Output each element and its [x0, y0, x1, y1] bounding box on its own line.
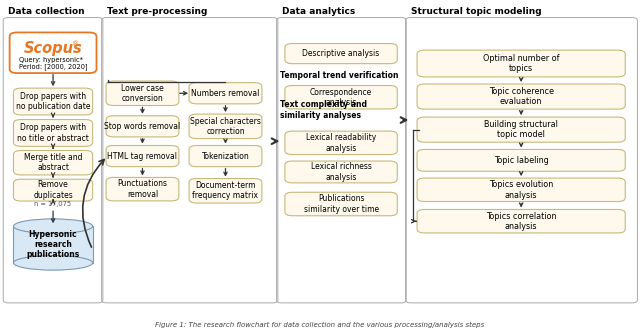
Text: Query: hypersonic*
Period: [2000, 2020]: Query: hypersonic* Period: [2000, 2020]	[19, 56, 88, 70]
FancyBboxPatch shape	[285, 86, 397, 109]
Bar	[13, 226, 93, 263]
FancyBboxPatch shape	[285, 161, 397, 183]
Text: Temporal trend verification: Temporal trend verification	[280, 71, 398, 80]
Text: Topics correlation
analysis: Topics correlation analysis	[486, 211, 556, 231]
Text: Lexical readability
analysis: Lexical readability analysis	[306, 133, 376, 153]
FancyBboxPatch shape	[189, 83, 262, 104]
FancyBboxPatch shape	[417, 209, 625, 233]
FancyBboxPatch shape	[285, 43, 397, 64]
Text: Drop papers with
no publication date: Drop papers with no publication date	[16, 92, 90, 111]
Text: Correspondence
analysis: Correspondence analysis	[310, 88, 372, 107]
FancyBboxPatch shape	[13, 179, 93, 201]
FancyBboxPatch shape	[285, 192, 397, 216]
FancyBboxPatch shape	[13, 120, 93, 146]
FancyBboxPatch shape	[106, 116, 179, 137]
FancyBboxPatch shape	[106, 81, 179, 106]
Text: Topics evolution
analysis: Topics evolution analysis	[489, 180, 554, 200]
Text: Structural topic modeling: Structural topic modeling	[411, 7, 541, 16]
Text: Special characters
correction: Special characters correction	[190, 117, 261, 136]
Text: Tokenization: Tokenization	[202, 152, 250, 161]
Text: Drop papers with
no title or abstract: Drop papers with no title or abstract	[17, 123, 89, 143]
Text: Document-term
frequency matrix: Document-term frequency matrix	[193, 181, 259, 201]
Text: Text pre-processing: Text pre-processing	[107, 7, 207, 16]
FancyBboxPatch shape	[189, 179, 262, 203]
FancyBboxPatch shape	[417, 149, 625, 171]
Text: Building structural
topic model: Building structural topic model	[484, 120, 558, 139]
Text: Data collection: Data collection	[8, 7, 85, 16]
FancyBboxPatch shape	[285, 131, 397, 155]
FancyBboxPatch shape	[417, 117, 625, 142]
FancyBboxPatch shape	[417, 178, 625, 202]
Ellipse shape	[13, 256, 93, 270]
Text: Topic labeling: Topic labeling	[494, 156, 548, 165]
FancyBboxPatch shape	[106, 145, 179, 167]
FancyBboxPatch shape	[13, 88, 93, 115]
Ellipse shape	[13, 219, 93, 233]
Text: Stop words removal: Stop words removal	[104, 122, 180, 131]
Text: Figure 1: The research flowchart for data collection and the various processing/: Figure 1: The research flowchart for dat…	[156, 322, 484, 328]
Text: ®: ®	[72, 42, 79, 47]
Text: Scopus: Scopus	[24, 41, 83, 56]
Text: Descriptive analysis: Descriptive analysis	[303, 49, 380, 58]
Text: HTML tag removal: HTML tag removal	[108, 152, 177, 161]
FancyBboxPatch shape	[10, 33, 97, 73]
FancyBboxPatch shape	[106, 177, 179, 201]
Text: Merge title and
abstract: Merge title and abstract	[24, 153, 83, 172]
Text: Publications
similarity over time: Publications similarity over time	[303, 194, 379, 214]
FancyBboxPatch shape	[189, 114, 262, 138]
FancyBboxPatch shape	[417, 50, 625, 77]
Text: Topic coherence
evaluation: Topic coherence evaluation	[489, 87, 554, 106]
FancyBboxPatch shape	[417, 84, 625, 109]
Text: Numbers removal: Numbers removal	[191, 89, 260, 98]
Text: Hypersonic
research
publications: Hypersonic research publications	[26, 230, 80, 259]
Text: Text complexity and
similarity analyses: Text complexity and similarity analyses	[280, 100, 367, 120]
FancyBboxPatch shape	[13, 150, 93, 175]
Text: Optimal number of
topics: Optimal number of topics	[483, 54, 559, 73]
Text: Remove
duplicates: Remove duplicates	[33, 180, 73, 200]
FancyBboxPatch shape	[189, 145, 262, 167]
Text: Data analytics: Data analytics	[282, 7, 355, 16]
Text: Lower case
conversion: Lower case conversion	[121, 84, 164, 103]
Text: Lexical richness
analysis: Lexical richness analysis	[310, 162, 371, 182]
Text: Punctuations
removal: Punctuations removal	[118, 179, 168, 199]
Text: n = 17,075: n = 17,075	[35, 201, 72, 208]
